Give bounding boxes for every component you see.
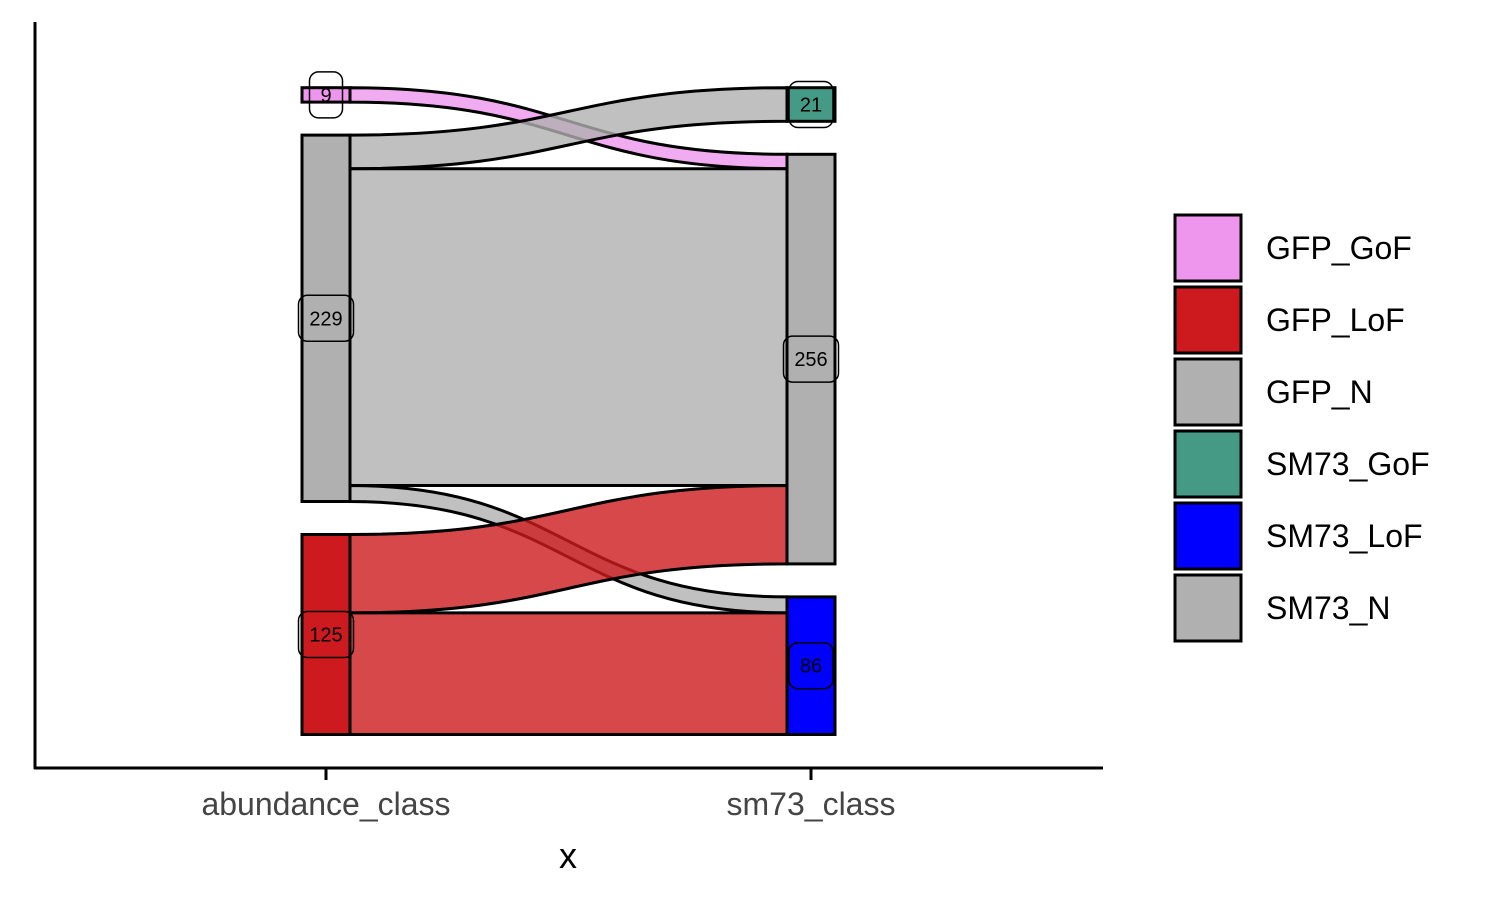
count-label-gfp-n: 229 xyxy=(297,294,355,343)
x-tick-label-sm73-class: sm73_class xyxy=(727,786,896,822)
count-label-text: 86 xyxy=(800,656,822,678)
stratum-sm73-n xyxy=(785,152,837,566)
legend-label-gfp-lof: GFP_LoF xyxy=(1266,302,1405,338)
legend-item-gfp-n: GFP_N xyxy=(1173,357,1373,427)
stratum-sm73-gof xyxy=(785,86,837,123)
flow-gfp-n-to-sm73-n xyxy=(348,167,789,488)
count-label-gfp-lof: 125 xyxy=(297,610,355,659)
legend-item-sm73-gof: SM73_GoF xyxy=(1173,429,1430,499)
stratum-gfp-gof xyxy=(300,86,352,104)
legend-item-gfp-lof: GFP_LoF xyxy=(1173,285,1405,355)
count-label-box xyxy=(788,641,834,690)
count-label-sm73-lof: 86 xyxy=(788,641,834,690)
axes-layer: abundance_class sm73_class x xyxy=(33,22,1103,876)
legend-item-sm73-lof: SM73_LoF xyxy=(1173,501,1423,571)
flow-gfp-lof-to-sm73-lof xyxy=(348,611,789,737)
count-label-box xyxy=(297,294,355,343)
strata-layer xyxy=(300,86,837,737)
x-axis-title: x xyxy=(559,835,577,876)
flows-layer xyxy=(348,86,789,737)
count-label-box xyxy=(782,335,840,383)
legend-key-gfp-gof xyxy=(1173,213,1243,283)
legend-label-sm73-n: SM73_N xyxy=(1266,590,1391,626)
stratum-gfp-lof xyxy=(300,533,352,736)
legend-key-sm73-n xyxy=(1173,573,1243,643)
count-label-text: 229 xyxy=(309,308,342,330)
count-label-gfp-gof: 9 xyxy=(308,71,344,119)
labels-layer: 9 229 125 21 256 86 xyxy=(297,71,840,690)
x-tick-label-abundance-class: abundance_class xyxy=(201,786,450,822)
count-label-text: 21 xyxy=(800,95,822,117)
legend-key-sm73-gof xyxy=(1173,429,1243,499)
count-label-text: 9 xyxy=(320,85,331,107)
count-label-sm73-n: 256 xyxy=(782,335,840,383)
legend-key-gfp-n xyxy=(1173,357,1243,427)
count-label-text: 125 xyxy=(309,625,342,647)
legend-item-gfp-gof: GFP_GoF xyxy=(1173,213,1412,283)
legend-label-sm73-lof: SM73_LoF xyxy=(1266,518,1423,554)
stratum-sm73-lof xyxy=(785,595,837,737)
legend-label-gfp-gof: GFP_GoF xyxy=(1266,230,1412,266)
stratum-gfp-n xyxy=(300,133,352,503)
count-label-text: 256 xyxy=(794,349,827,371)
legend-item-sm73-n: SM73_N xyxy=(1173,573,1391,643)
count-label-box xyxy=(308,71,344,119)
legend-key-sm73-lof xyxy=(1173,501,1243,571)
count-label-box xyxy=(788,80,834,129)
count-label-box xyxy=(297,610,355,659)
legend-label-gfp-n: GFP_N xyxy=(1266,374,1373,410)
legend-key-gfp-lof xyxy=(1173,285,1243,355)
legend-label-sm73-gof: SM73_GoF xyxy=(1266,446,1430,482)
legend: GFP_GoF GFP_LoF GFP_N SM73_GoF SM73_LoF SM73_… xyxy=(1173,213,1430,643)
count-label-sm73-gof: 21 xyxy=(788,80,834,129)
